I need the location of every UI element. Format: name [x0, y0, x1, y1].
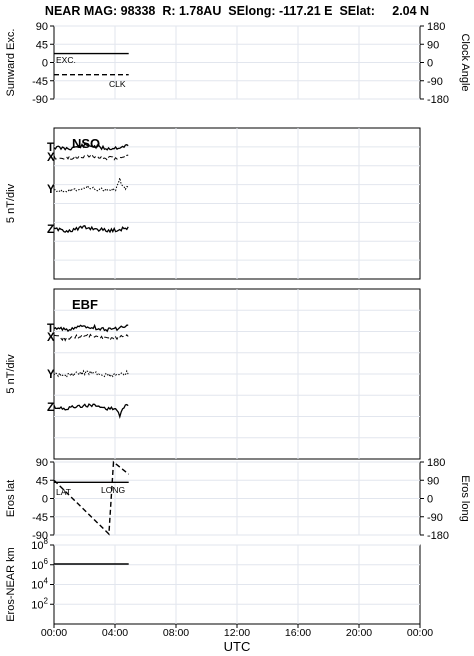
series-label-exc: EXC.	[56, 55, 76, 65]
plot-title: NEAR MAG: 98338 R: 1.78AU SElong: -117.2…	[45, 4, 429, 18]
series-x-line	[53, 333, 129, 342]
series-label-clk: CLK	[109, 79, 126, 89]
y-tick-label: 45	[36, 39, 48, 51]
y-right-tick-label: -90	[427, 512, 443, 524]
y-right-tick-label: 90	[427, 475, 439, 487]
y-tick-label: 104	[31, 577, 48, 592]
y-tick-label: 102	[31, 596, 48, 611]
y-axis-label: Sunward Exc.	[5, 29, 17, 97]
y-right-tick-label: -180	[427, 530, 449, 542]
y-right-tick-label: -90	[427, 76, 443, 88]
panel-5: 108 106 104 102 Eros-NEAR km	[5, 537, 421, 625]
series-y-line	[53, 177, 129, 193]
y-tick-label: 0	[42, 494, 48, 506]
series-label-z: Z	[47, 402, 54, 414]
series-label-y: Y	[47, 184, 55, 196]
y-right-tick-label: 0	[427, 494, 433, 506]
y-right-axis-label: Eros long	[459, 475, 471, 521]
y-tick-label: -90	[32, 530, 48, 542]
y-tick-label: 90	[36, 457, 48, 469]
y-right-axis-label: Clock Angle	[459, 33, 471, 91]
x-tick-label: 00:00	[41, 627, 67, 639]
series-label-lat: LAT	[56, 487, 71, 497]
y-tick-label: -45	[32, 76, 48, 88]
series-y-line	[53, 369, 129, 379]
y-axis-label: 5 nT/div	[5, 183, 17, 223]
y-right-tick-label: -180	[427, 94, 449, 106]
series-label-y: Y	[47, 369, 55, 381]
y-tick-label: 0	[42, 58, 48, 70]
series-label-x: X	[47, 332, 55, 344]
y-axis-label: Eros lat	[5, 480, 17, 517]
x-tick-label: 16:00	[285, 627, 311, 639]
y-axis-label: Eros-NEAR km	[5, 547, 17, 622]
panel-title: EBF	[72, 297, 98, 312]
series-t-line	[53, 142, 129, 151]
series-z-line	[53, 225, 129, 234]
y-right-tick-label: 90	[427, 39, 439, 51]
series-long-line	[53, 460, 130, 536]
series-label-x: X	[47, 152, 55, 164]
series-x-line	[53, 153, 129, 162]
y-tick-label: 106	[31, 557, 48, 572]
x-tick-label: 00:00	[407, 627, 433, 639]
x-tick-label: 04:00	[102, 627, 128, 639]
series-label-t: T	[47, 323, 54, 335]
series-z-line	[53, 403, 129, 419]
panel-4: 90 45 0 -45 -90 180 90 0 -90 -180 Eros lat Eros lon…	[5, 457, 471, 542]
x-tick-label: 20:00	[346, 627, 372, 639]
panel-3: 5 nT/div EBF TX Y Z	[5, 288, 421, 460]
y-right-tick-label: 180	[427, 21, 445, 33]
y-right-tick-label: 180	[427, 457, 445, 469]
y-axis-label: 5 nT/div	[5, 354, 17, 394]
x-tick-label: 12:00	[224, 627, 250, 639]
panel-1: 90 45 0 -45 -90 180 90 0 -90 -180 Sunward Exc. Cloc…	[5, 21, 471, 106]
series-label-z: Z	[47, 224, 54, 236]
x-axis: 00:00 04:00 08:00 12:00 16:00 20:00 00:00	[41, 624, 433, 639]
x-axis-label: UTC	[224, 639, 251, 654]
panels: 90 45 0 -45 -90 180 90 0 -90 -180 Sunward Exc. Cloc…	[5, 21, 471, 625]
series-t-line	[53, 323, 129, 333]
series-label-long: LONG	[101, 485, 125, 495]
y-tick-label: -45	[32, 512, 48, 524]
y-tick-label: 90	[36, 21, 48, 33]
series-label-t: T	[47, 142, 54, 154]
x-tick-label: 08:00	[163, 627, 189, 639]
y-tick-label: 108	[31, 537, 48, 552]
y-tick-label: -90	[32, 94, 48, 106]
y-tick-label: 45	[36, 475, 48, 487]
y-right-tick-label: 0	[427, 58, 433, 70]
